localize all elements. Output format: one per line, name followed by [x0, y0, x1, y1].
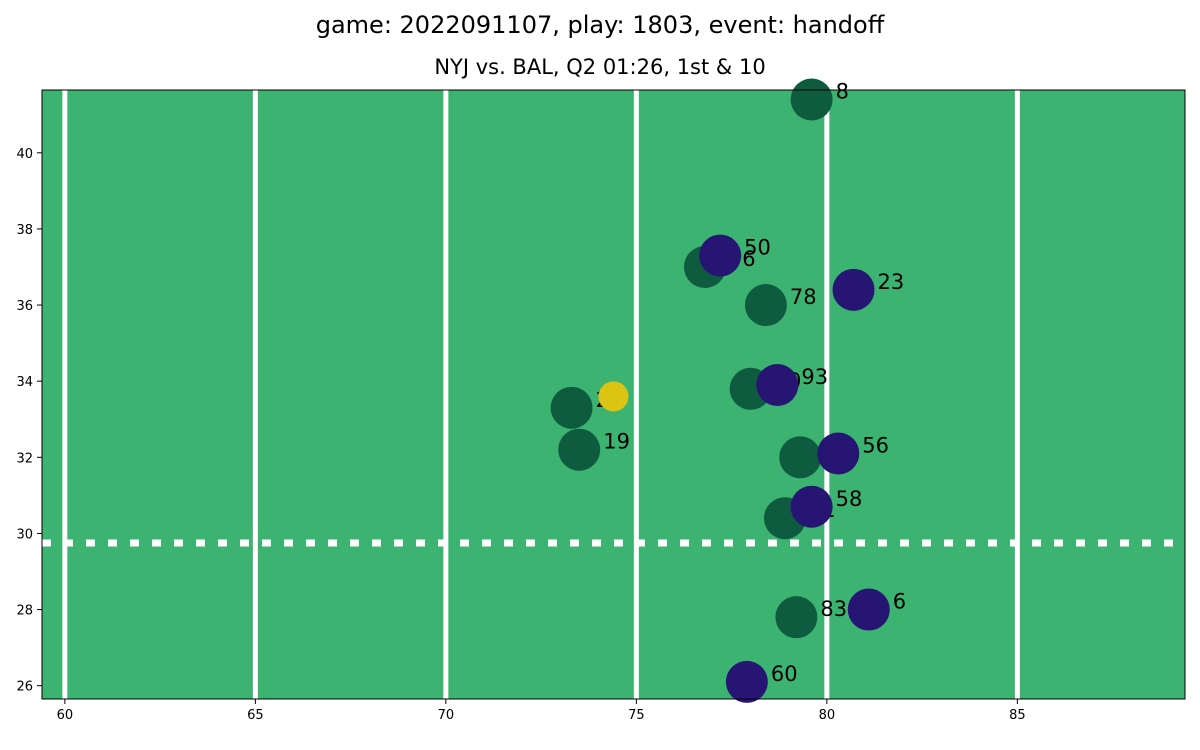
y-tick-label: 38: [16, 223, 33, 238]
offense-player-19: 19: [558, 428, 630, 471]
y-tick-label: 32: [16, 451, 33, 466]
x-tick-label: 80: [819, 708, 836, 723]
x-tick-label: 60: [57, 708, 74, 723]
defense-player-jersey-label: 60: [771, 662, 798, 686]
y-tick-label: 30: [16, 527, 33, 542]
defense-player-58: 58: [790, 485, 863, 528]
x-tick-label: 85: [1009, 708, 1026, 723]
defense-player-jersey-label: 93: [801, 365, 828, 389]
x-tick-label: 75: [628, 708, 645, 723]
offense-player-marker: [744, 284, 787, 327]
defense-player-93: 93: [756, 363, 828, 406]
defense-player-marker: [756, 363, 799, 406]
defense-player-60: 60: [725, 660, 798, 703]
chart-subtitle: NYJ vs. BAL, Q2 01:26, 1st & 10: [434, 55, 766, 79]
defense-player-jersey-label: 56: [862, 433, 889, 457]
defense-player-marker: [817, 432, 860, 475]
defense-player-jersey-label: 6: [893, 590, 906, 614]
defense-player-marker: [725, 660, 768, 703]
defense-player-50: 50: [699, 234, 771, 277]
x-tick-label: 65: [247, 708, 264, 723]
defense-player-marker: [699, 234, 742, 277]
chart-title: game: 2022091107, play: 1803, event: han…: [315, 11, 885, 39]
offense-player-jersey-label: 19: [603, 430, 630, 454]
offense-player-jersey-label: 83: [820, 597, 847, 621]
offense-player-8: 8: [790, 78, 849, 121]
offense-player-marker: [790, 78, 833, 121]
yard-lines: [62, 90, 1020, 699]
football-marker: [598, 381, 629, 412]
y-tick-label: 36: [16, 299, 33, 314]
defense-player-23: 23: [832, 268, 905, 311]
y-tick-label: 26: [16, 680, 33, 695]
y-tick-label: 40: [16, 147, 33, 162]
offense-player-marker: [558, 428, 601, 471]
offense-player-marker: [550, 386, 593, 429]
defense-player-jersey-label: 50: [744, 236, 771, 260]
defense-player-jersey-label: 58: [836, 487, 863, 511]
defense-player-6: 6: [847, 588, 906, 631]
offense-player-jersey-label: 78: [790, 285, 817, 309]
defense-player-marker: [832, 268, 875, 311]
players-layer: 876782060197561835023935658660: [550, 78, 906, 703]
offense-player-jersey-label: 8: [836, 80, 849, 104]
defense-player-marker: [790, 485, 833, 528]
defense-player-jersey-label: 23: [878, 270, 905, 294]
defense-player-56: 56: [817, 432, 889, 475]
offense-player-marker: [775, 596, 818, 639]
y-tick-label: 28: [16, 604, 33, 619]
plot-frame: [41, 89, 1186, 700]
y-axis: 26 28 30 32 34 36 38 40: [16, 147, 42, 695]
defense-player-marker: [847, 588, 890, 631]
offense-player-83: 83: [775, 596, 847, 639]
x-axis: 60 65 70 75 80 85: [57, 699, 1026, 723]
offense-player-marker: [779, 436, 822, 479]
y-tick-label: 34: [16, 375, 33, 390]
x-tick-label: 70: [438, 708, 455, 723]
offense-player-78: 78: [744, 284, 817, 327]
